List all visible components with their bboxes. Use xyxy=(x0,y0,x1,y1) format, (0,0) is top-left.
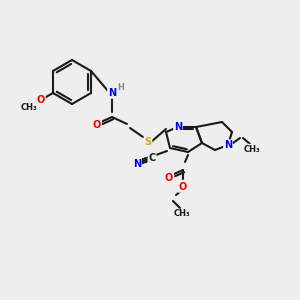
Text: C: C xyxy=(148,153,156,163)
Text: CH₃: CH₃ xyxy=(244,145,260,154)
Text: S: S xyxy=(144,137,152,147)
Text: H: H xyxy=(118,83,124,92)
Text: N: N xyxy=(174,122,182,132)
Text: O: O xyxy=(179,182,187,192)
Text: CH₃: CH₃ xyxy=(20,103,37,112)
Text: O: O xyxy=(165,173,173,183)
Text: O: O xyxy=(37,95,45,105)
Text: N: N xyxy=(224,140,232,150)
Text: CH₃: CH₃ xyxy=(174,209,190,218)
Text: N: N xyxy=(108,88,116,98)
Text: N: N xyxy=(133,159,141,169)
Text: O: O xyxy=(93,120,101,130)
